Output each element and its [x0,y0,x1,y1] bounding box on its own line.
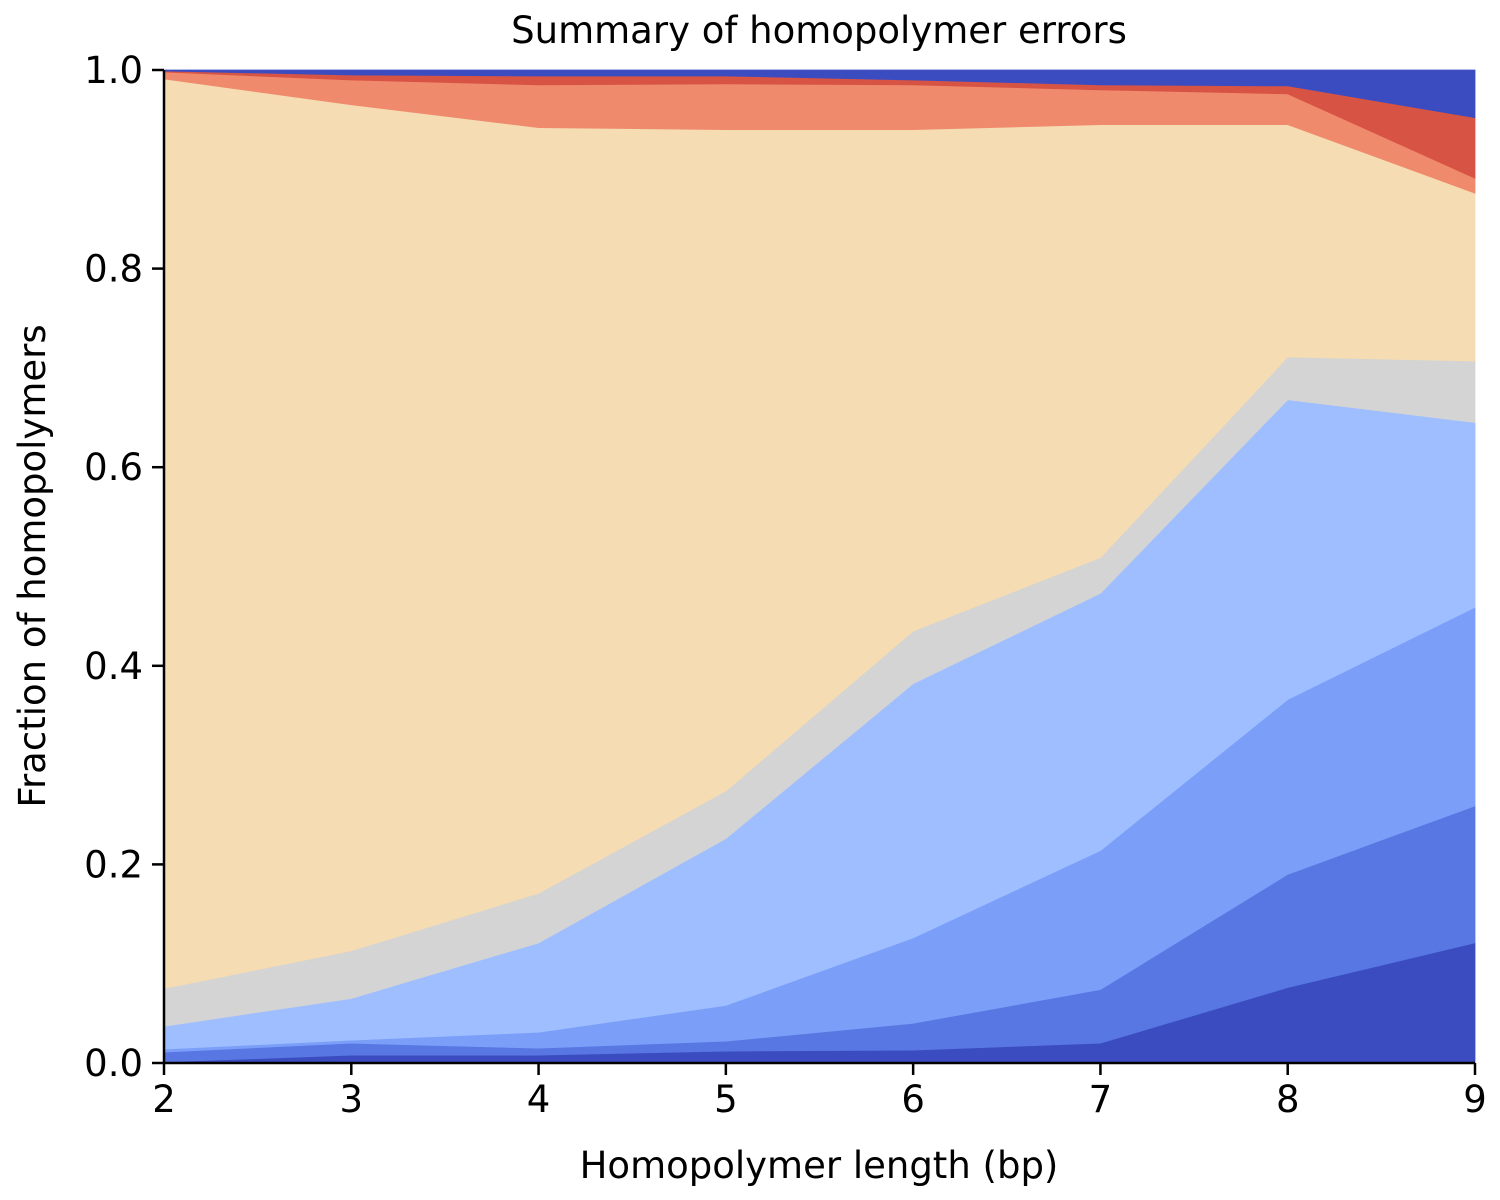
y-tick-label: 0.2 [84,843,143,886]
x-tick-label: 2 [152,1078,176,1121]
x-tick-label: 8 [1276,1078,1300,1121]
y-ticks: 0.0 0.2 0.4 0.6 0.8 1.0 [84,49,164,1085]
x-tick-label: 5 [714,1078,738,1121]
y-tick-label: 0.4 [84,645,143,688]
y-tick-label: 0.6 [84,446,143,489]
y-tick-label: 1.0 [84,49,143,92]
y-axis-label: Fraction of homopolymers [11,324,54,807]
area-series-9 [163,69,1476,119]
x-tick-label: 9 [1463,1078,1487,1121]
x-ticks: 2 3 4 5 6 7 8 9 [152,1063,1487,1121]
area-layers [163,69,1476,1064]
axes [162,70,1475,1065]
x-tick-label: 4 [527,1078,551,1121]
x-axis-label: Homopolymer length (bp) [580,1144,1059,1187]
x-tick-label: 6 [901,1078,925,1121]
x-tick-label: 3 [340,1078,364,1121]
y-tick-label: 0.0 [84,1042,143,1085]
y-tick-label: 0.8 [84,248,143,291]
x-tick-label: 7 [1089,1078,1113,1121]
chart-title: Summary of homopolymer errors [511,9,1127,52]
